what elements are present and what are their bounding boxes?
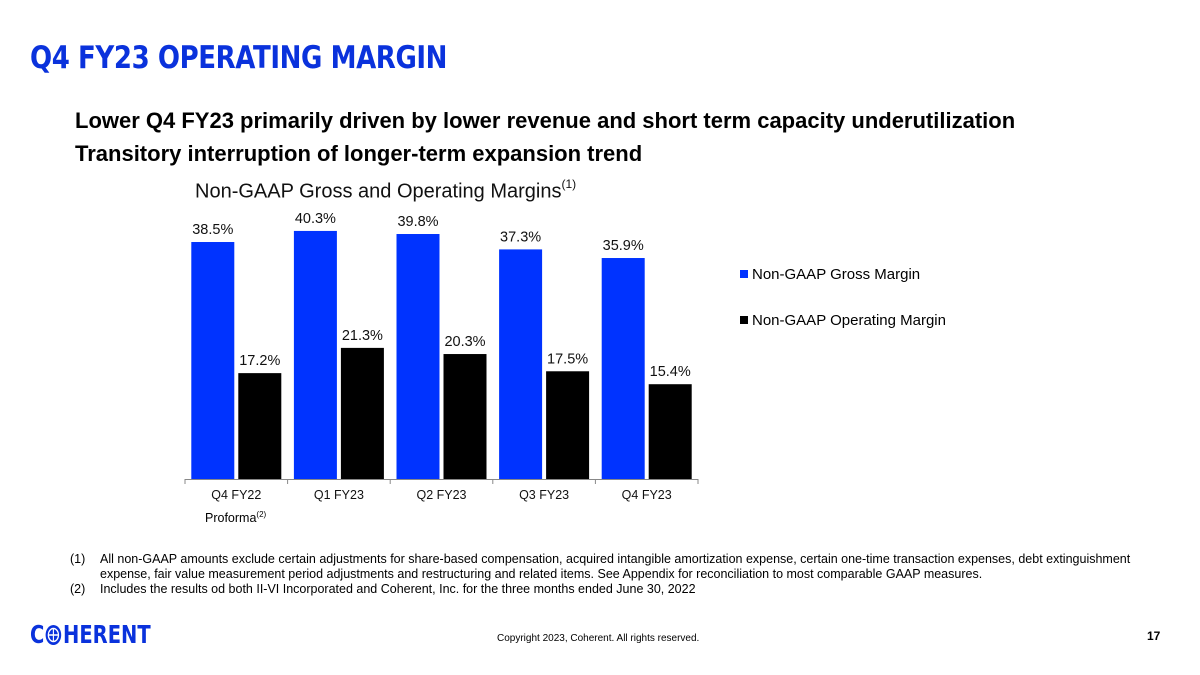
globe-icon — [45, 624, 62, 645]
data-label-gross: 39.8% — [397, 214, 438, 230]
data-label-operating: 15.4% — [650, 364, 691, 380]
bar-gross-margin — [601, 258, 645, 479]
bar-operating-margin — [648, 384, 692, 479]
key-point-1: Lower Q4 FY23 primarily driven by lower … — [75, 108, 1016, 133]
x-tick-label: Q4 FY22 — [211, 488, 261, 502]
key-points: Lower Q4 FY23 primarily driven by lower … — [75, 104, 1015, 170]
data-label-gross: 37.3% — [500, 229, 541, 245]
bar-operating-margin — [340, 347, 384, 479]
chart-title-text: Non-GAAP Gross and Operating Margins — [195, 180, 562, 203]
coherent-logo: C HERENT — [30, 620, 151, 649]
bar-gross-margin — [499, 249, 543, 479]
legend-item-gross: Non-GAAP Gross Margin — [740, 264, 946, 284]
data-label-gross: 40.3% — [295, 211, 336, 227]
logo-text-right: HERENT — [63, 620, 151, 649]
data-label-operating: 20.3% — [444, 334, 485, 350]
footnote-2-text: Includes the results od both II-VI Incor… — [100, 582, 696, 596]
data-label-operating: 17.2% — [239, 353, 280, 369]
footnote-1-text: All non-GAAP amounts exclude certain adj… — [100, 552, 1131, 581]
x-tick-label: Q2 FY23 — [416, 488, 466, 502]
chart-title-footnote-ref: (1) — [561, 177, 577, 191]
footnotes: (1) All non-GAAP amounts exclude certain… — [70, 552, 1140, 597]
proforma-footnote-ref: (2) — [256, 510, 267, 519]
proforma-note: Proforma(2) — [205, 510, 266, 525]
logo-text-left: C — [30, 620, 45, 649]
x-tick-label: Q3 FY23 — [519, 488, 569, 502]
bar-gross-margin — [293, 230, 337, 479]
copyright-text: Copyright 2023, Coherent. All rights res… — [497, 633, 700, 644]
footnote-2-number: (2) — [70, 582, 86, 596]
bar-operating-margin — [443, 354, 487, 479]
data-label-operating: 17.5% — [547, 351, 588, 367]
legend-label-operating: Non-GAAP Operating Margin — [752, 311, 946, 329]
proforma-label: Proforma — [205, 511, 257, 526]
chart-title: Non-GAAP Gross and Operating Margins(1) — [195, 177, 577, 204]
data-label-operating: 21.3% — [342, 328, 383, 344]
footnote-2: (2) Includes the results od both II-VI I… — [70, 582, 1140, 597]
legend-swatch-gross — [740, 270, 748, 278]
data-label-gross: 35.9% — [603, 238, 644, 254]
footnote-1-number: (1) — [70, 552, 86, 566]
legend-label-gross: Non-GAAP Gross Margin — [752, 265, 921, 283]
legend-item-operating: Non-GAAP Operating Margin — [740, 310, 946, 330]
data-label-gross: 38.5% — [192, 222, 233, 238]
bar-operating-margin — [546, 371, 590, 479]
chart-legend: Non-GAAP Gross Margin Non-GAAP Operating… — [740, 264, 946, 330]
page-number: 17 — [1147, 629, 1161, 643]
x-tick-label: Q4 FY23 — [622, 488, 672, 502]
x-tick-label: Q1 FY23 — [314, 488, 364, 502]
slide-title: Q4 FY23 OPERATING MARGIN — [30, 40, 448, 76]
key-point-2: Transitory interruption of longer-term e… — [75, 141, 643, 166]
bar-gross-margin — [396, 234, 440, 479]
bar-gross-margin — [191, 242, 235, 479]
legend-swatch-operating — [740, 316, 748, 324]
footnote-1: (1) All non-GAAP amounts exclude certain… — [70, 552, 1140, 582]
bar-operating-margin — [238, 373, 282, 479]
